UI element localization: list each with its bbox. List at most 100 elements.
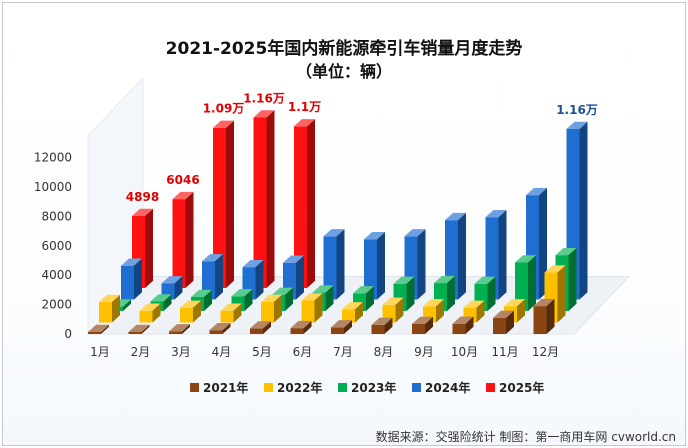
legend-swatch <box>486 383 495 392</box>
bar-side <box>123 299 131 311</box>
bar-top <box>445 212 466 221</box>
bar-side <box>263 321 271 334</box>
bar <box>301 293 323 323</box>
bar-side <box>377 232 385 300</box>
bar-top <box>250 321 271 329</box>
y-tick-label: 6000 <box>41 239 72 253</box>
bar-front <box>412 324 425 334</box>
bar-top <box>504 299 525 307</box>
bar <box>515 255 536 311</box>
bar-top <box>493 310 514 318</box>
bar-top <box>515 255 536 263</box>
bar-side <box>266 110 275 288</box>
bar-side <box>395 297 404 323</box>
bar <box>533 298 555 334</box>
bar-front <box>172 199 186 288</box>
bar-top <box>99 294 120 302</box>
bar-side <box>303 320 312 334</box>
bar-top <box>209 322 231 331</box>
bar-top <box>301 293 323 301</box>
bar-side <box>487 276 496 311</box>
x-tick-label: 8月 <box>374 345 394 359</box>
bar-top <box>253 110 275 118</box>
bar-top <box>382 297 404 305</box>
x-tick-label: 5月 <box>252 345 272 359</box>
bar-top <box>121 258 142 266</box>
legend-swatch <box>338 383 347 392</box>
bar <box>139 303 161 323</box>
bar-top <box>544 265 566 273</box>
bar-side <box>274 294 282 323</box>
bar-front <box>290 328 304 334</box>
bar-side <box>476 300 485 323</box>
legend-swatch <box>412 383 421 392</box>
bar-top <box>331 320 352 328</box>
bar-top <box>353 286 374 294</box>
data-label: 6046 <box>166 173 199 187</box>
bar-front <box>364 239 377 300</box>
bar-front <box>213 127 226 289</box>
bar-top <box>434 275 455 284</box>
bar-top <box>294 119 315 127</box>
bar-side <box>506 310 514 334</box>
bar-front <box>253 117 267 288</box>
bar-front <box>250 328 263 334</box>
bar-top <box>566 121 588 129</box>
bar-top <box>371 317 393 325</box>
bar-top <box>213 120 234 128</box>
bar-side <box>134 258 142 300</box>
y-tick-label: 2000 <box>41 298 72 312</box>
x-tick-label: 11月 <box>491 345 518 359</box>
y-tick-label: 4000 <box>41 268 72 282</box>
legend-label: 2025年 <box>499 380 544 395</box>
bar <box>220 303 242 323</box>
bar-top <box>283 255 304 263</box>
bar-top <box>485 209 507 218</box>
bar <box>261 294 282 323</box>
data-label: 1.16万 <box>243 91 285 105</box>
bar-side <box>384 317 393 334</box>
bar <box>434 275 455 311</box>
data-label: 4898 <box>126 190 159 204</box>
bar-side <box>568 247 577 311</box>
bar-top <box>412 316 433 325</box>
bar <box>493 310 514 334</box>
bar-front <box>180 307 193 323</box>
bar-side <box>465 316 474 334</box>
bar-front <box>169 331 182 334</box>
x-tick-label: 6月 <box>293 345 313 359</box>
bar-top <box>88 324 109 332</box>
legend-label: 2022年 <box>277 380 322 395</box>
legend-label: 2024年 <box>425 380 470 395</box>
bar-front <box>323 236 337 300</box>
bar-side <box>226 120 234 288</box>
bar <box>180 300 201 323</box>
bar-top <box>139 303 161 311</box>
bar-top <box>169 324 190 332</box>
bar-front <box>261 301 274 323</box>
bar-side <box>185 191 194 288</box>
bar-side <box>296 255 304 300</box>
data-label: 1.1万 <box>288 100 321 114</box>
bar-top <box>231 289 253 297</box>
bar-side <box>528 255 536 311</box>
bar <box>88 324 109 334</box>
data-label: 1.09万 <box>203 102 245 116</box>
bar-side <box>336 229 345 300</box>
bar-side <box>557 265 566 323</box>
bar-side <box>244 289 253 311</box>
data-label: 1.16万 <box>556 103 598 117</box>
bar-front <box>209 330 223 334</box>
legend-label: 2021年 <box>203 380 248 395</box>
bar-top <box>452 316 474 324</box>
bar-side <box>458 212 466 300</box>
x-tick-label: 4月 <box>212 345 232 359</box>
bar-side <box>447 275 455 311</box>
bar-front <box>128 332 142 334</box>
bar-side <box>182 324 190 334</box>
bar <box>290 320 312 334</box>
y-tick-label: 0 <box>64 327 72 341</box>
bar-side <box>193 300 201 323</box>
legend-swatch <box>264 383 273 392</box>
bar <box>169 324 190 334</box>
